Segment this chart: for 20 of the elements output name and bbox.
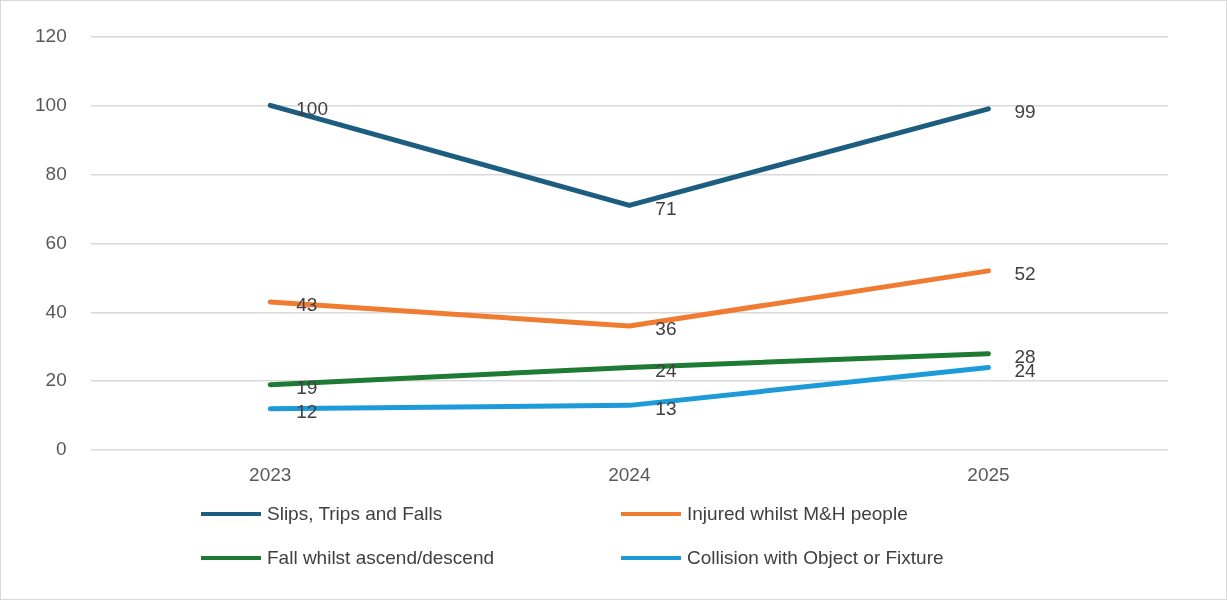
y-tick-label: 20 (45, 369, 67, 391)
legend-label: Injured whilst M&H people (687, 503, 908, 525)
x-tick-label: 2023 (249, 463, 292, 485)
data-label: 36 (655, 318, 677, 340)
legend-label: Slips, Trips and Falls (267, 503, 443, 525)
legend-label: Fall whilst ascend/descend (267, 547, 495, 569)
y-tick-label: 100 (35, 93, 67, 115)
y-tick-label: 120 (35, 24, 67, 46)
x-tick-label: 2024 (608, 463, 651, 485)
y-tick-label: 80 (45, 162, 67, 184)
y-tick-label: 60 (45, 231, 67, 253)
data-label: 100 (296, 97, 328, 119)
data-label: 52 (1014, 263, 1036, 285)
y-tick-label: 40 (45, 300, 67, 322)
data-label: 71 (655, 197, 677, 219)
x-tick-label: 2025 (967, 463, 1010, 485)
y-tick-label: 0 (56, 438, 67, 460)
data-label: 13 (655, 397, 677, 419)
data-label: 99 (1014, 101, 1036, 123)
legend-label: Collision with Object or Fixture (687, 547, 944, 569)
